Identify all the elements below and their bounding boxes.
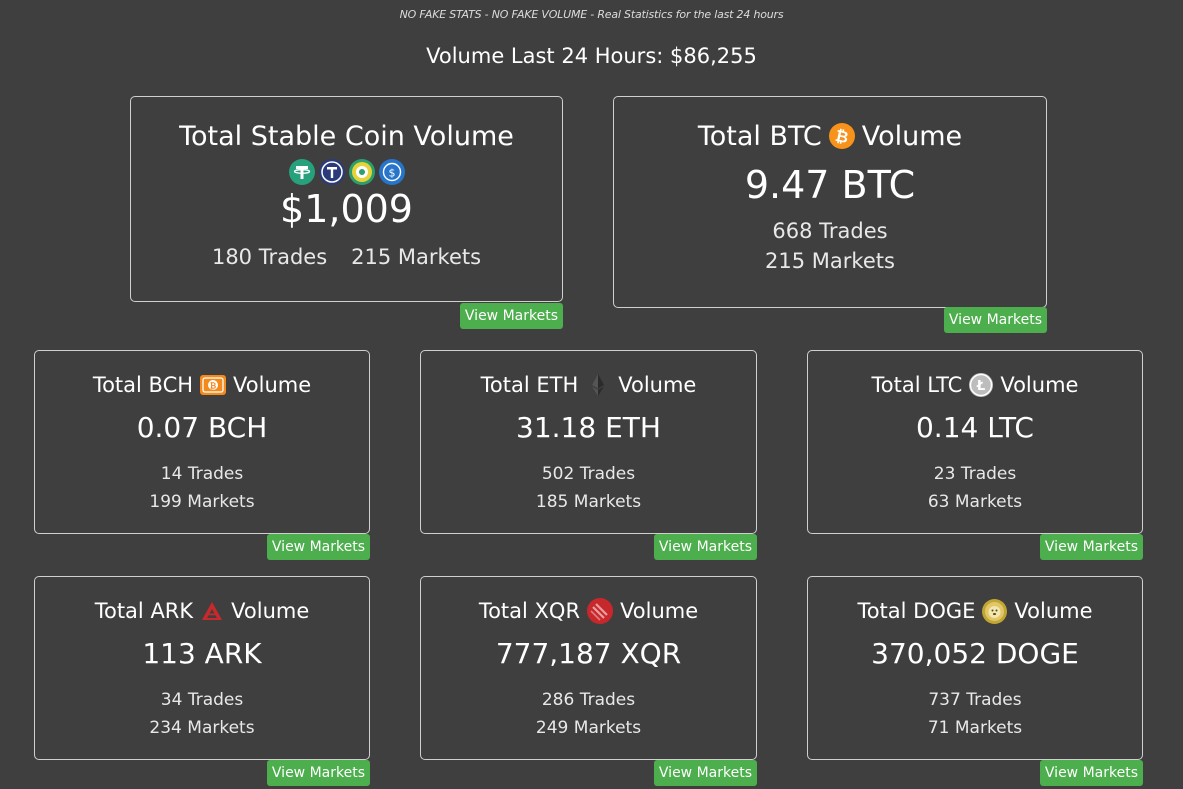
ltc-volume-card: Total LTC Ł Volume 0.14 LTC 23 Trades 63… <box>807 350 1143 560</box>
card-title-suffix: Volume <box>618 373 697 397</box>
stable-coin-volume-card: Total Stable Coin Volume $ $1,009 180 Tr… <box>130 96 563 329</box>
card-title: Total LTC Ł Volume <box>808 372 1142 398</box>
view-markets-button[interactable]: View Markets <box>459 303 563 329</box>
markets-count: 215 Markets <box>351 245 482 269</box>
card-title-suffix: Volume <box>233 373 312 397</box>
card-title: Total DOGE Volume <box>808 598 1142 624</box>
trades-count: 668 Trades <box>772 219 888 243</box>
dogecoin-icon <box>982 598 1008 624</box>
card-title-text: Total Stable Coin Volume <box>179 120 514 152</box>
card-title-suffix: Volume <box>620 599 699 623</box>
stable-coin-icons: $ <box>131 159 562 185</box>
trades-count: 502 Trades <box>541 464 636 484</box>
view-markets-button[interactable]: View Markets <box>1039 760 1143 786</box>
ethereum-icon <box>585 372 611 398</box>
markets-count: 249 Markets <box>535 718 642 738</box>
trades-count: 23 Trades <box>933 464 1017 484</box>
trades-count: 286 Trades <box>541 690 636 710</box>
view-markets-button[interactable]: View Markets <box>653 760 757 786</box>
bitcoin-cash-icon: ₿ <box>200 375 227 395</box>
markets-count: 199 Markets <box>149 492 255 512</box>
bitcoin-icon: ₿ <box>828 123 855 149</box>
view-markets-button[interactable]: View Markets <box>1039 534 1143 560</box>
litecoin-icon: Ł <box>969 373 994 397</box>
total-volume-headline: Volume Last 24 Hours: $86,255 <box>426 44 757 68</box>
trades-count: 34 Trades <box>160 690 244 710</box>
xqr-icon <box>587 598 614 624</box>
card-title-prefix: Total ETH <box>480 373 579 397</box>
card-value: 9.47 BTC <box>744 163 916 207</box>
markets-count: 215 Markets <box>765 249 895 273</box>
markets-count: 234 Markets <box>149 718 255 738</box>
card-value: 777,187 XQR <box>495 637 682 670</box>
view-markets-button[interactable]: View Markets <box>266 760 370 786</box>
card-value: 370,052 DOGE <box>871 637 1079 670</box>
svg-text:$: $ <box>388 167 395 180</box>
card-title: Total Stable Coin Volume <box>131 119 562 153</box>
card-value: 113 ARK <box>142 637 262 670</box>
card-title-prefix: Total XQR <box>478 599 581 623</box>
card-title-prefix: Total BTC <box>697 120 822 152</box>
card-value: 31.18 ETH <box>516 411 661 444</box>
paxos-icon <box>348 159 375 185</box>
svg-text:₿: ₿ <box>210 382 217 391</box>
trades-count: 180 Trades <box>211 245 328 269</box>
view-markets-button[interactable]: View Markets <box>943 307 1047 333</box>
card-title-suffix: Volume <box>1000 373 1079 397</box>
bch-volume-card: Total BCH ₿ Volume 0.07 BCH 14 Trades 19… <box>34 350 370 560</box>
tether-icon <box>288 159 315 185</box>
card-title: Total BCH ₿ Volume <box>35 372 369 398</box>
card-title-suffix: Volume <box>861 120 963 152</box>
card-title-prefix: Total LTC <box>871 373 963 397</box>
card-value: $1,009 <box>280 187 413 231</box>
ark-volume-card: Total ARK Volume 113 ARK 34 Trades 234 M… <box>34 576 370 786</box>
card-title-prefix: Total ARK <box>94 599 194 623</box>
ark-icon <box>200 600 224 622</box>
usdc-icon: $ <box>378 159 405 185</box>
tagline: NO FAKE STATS - NO FAKE VOLUME - Real St… <box>399 8 784 21</box>
trueusd-icon <box>318 159 345 185</box>
btc-volume-card: Total BTC ₿ Volume 9.47 BTC 668 Trades 2… <box>613 96 1047 333</box>
card-stats: 180 Trades 215 Markets <box>131 245 562 269</box>
card-title: Total ETH Volume <box>421 372 756 398</box>
markets-count: 71 Markets <box>927 718 1023 738</box>
card-title: Total ARK Volume <box>35 598 369 624</box>
xqr-volume-card: Total XQR Volume 777,187 XQR 286 Trades … <box>420 576 757 786</box>
view-markets-button[interactable]: View Markets <box>653 534 757 560</box>
card-title: Total XQR Volume <box>421 598 756 624</box>
card-title-suffix: Volume <box>1014 599 1093 623</box>
card-title-prefix: Total BCH <box>92 373 194 397</box>
card-title-suffix: Volume <box>231 599 310 623</box>
doge-volume-card: Total DOGE Volume 370,052 DOGE 737 Trade… <box>807 576 1143 786</box>
markets-count: 185 Markets <box>535 492 642 512</box>
svg-text:Ł: Ł <box>976 379 985 394</box>
trades-count: 737 Trades <box>928 690 1022 710</box>
card-title: Total BTC ₿ Volume <box>614 119 1046 153</box>
view-markets-button[interactable]: View Markets <box>266 534 370 560</box>
eth-volume-card: Total ETH Volume 31.18 ETH 502 Trades 18… <box>420 350 757 560</box>
card-value: 0.07 BCH <box>136 411 268 444</box>
svg-text:₿: ₿ <box>833 126 850 147</box>
card-title-prefix: Total DOGE <box>857 599 976 623</box>
markets-count: 63 Markets <box>927 492 1023 512</box>
card-value: 0.14 LTC <box>915 411 1034 444</box>
trades-count: 14 Trades <box>160 464 244 484</box>
